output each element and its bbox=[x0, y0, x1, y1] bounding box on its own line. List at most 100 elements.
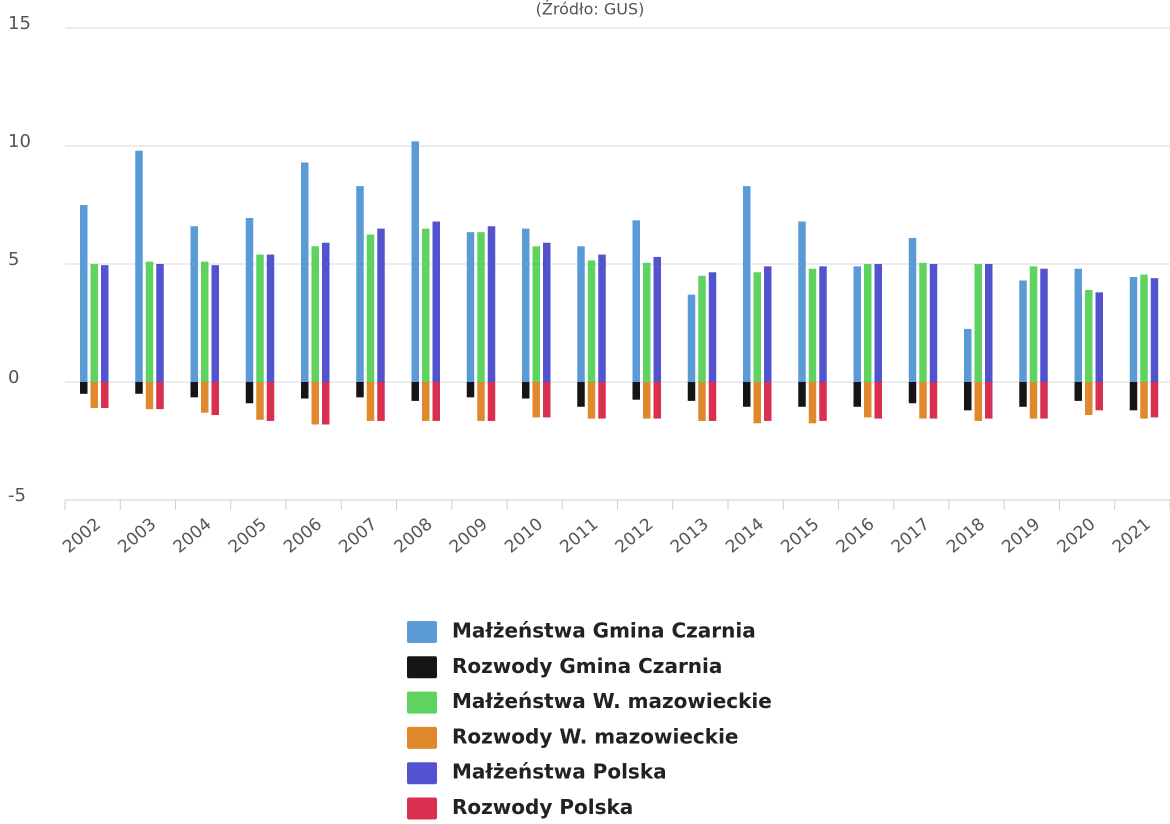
bar bbox=[190, 226, 198, 382]
bar bbox=[301, 162, 309, 382]
bar bbox=[653, 256, 661, 382]
bar bbox=[808, 382, 817, 424]
bar bbox=[145, 382, 154, 410]
bar bbox=[411, 141, 419, 382]
bar bbox=[1095, 382, 1103, 411]
chart-subtitle: (Źródło: GUS) bbox=[536, 0, 645, 19]
legend-swatch bbox=[407, 656, 437, 679]
bar bbox=[135, 382, 143, 394]
x-tick-label: 2012 bbox=[612, 514, 658, 557]
bar bbox=[1085, 382, 1093, 416]
bar bbox=[632, 220, 640, 382]
bar bbox=[1074, 382, 1082, 401]
bar bbox=[301, 382, 309, 399]
bar bbox=[135, 150, 143, 382]
bar bbox=[808, 268, 817, 382]
bar bbox=[266, 254, 275, 382]
bar bbox=[919, 382, 927, 419]
bar bbox=[687, 294, 696, 382]
bar bbox=[522, 382, 530, 399]
bar bbox=[211, 265, 219, 382]
bar bbox=[377, 382, 385, 421]
bar bbox=[477, 382, 485, 421]
x-tick-label: 2016 bbox=[833, 514, 879, 557]
bar bbox=[145, 261, 154, 382]
y-tick-label: 0 bbox=[8, 367, 19, 388]
bar bbox=[819, 382, 827, 421]
y-tick-label: 15 bbox=[8, 13, 31, 34]
bar bbox=[1129, 382, 1138, 411]
bar bbox=[80, 205, 88, 382]
bar bbox=[1019, 280, 1027, 382]
bar bbox=[964, 382, 972, 411]
y-tick-label: -5 bbox=[8, 485, 26, 506]
bar bbox=[466, 232, 475, 382]
bar bbox=[211, 382, 219, 416]
x-tick-label: 2007 bbox=[335, 514, 381, 557]
bar bbox=[743, 186, 751, 382]
bar bbox=[532, 246, 540, 382]
legend-label: Rozwody W. mazowieckie bbox=[452, 724, 739, 748]
bar bbox=[577, 382, 585, 407]
legend-label: Rozwody Polska bbox=[452, 795, 633, 819]
legend-swatch bbox=[407, 691, 437, 714]
legend-swatch bbox=[407, 726, 437, 749]
legend-label: Małżeństwa W. mazowieckie bbox=[452, 689, 772, 713]
bar bbox=[90, 264, 98, 382]
x-tick-label: 2020 bbox=[1054, 514, 1100, 557]
bar bbox=[366, 382, 375, 421]
x-tick-label: 2005 bbox=[225, 514, 271, 557]
x-tick-label: 2002 bbox=[59, 514, 105, 557]
bar bbox=[477, 232, 485, 382]
bar bbox=[466, 382, 475, 398]
bar bbox=[101, 265, 109, 382]
bar bbox=[201, 382, 209, 413]
x-tick-label: 2015 bbox=[777, 514, 823, 557]
bar bbox=[874, 264, 882, 382]
x-tick-label: 2008 bbox=[391, 514, 437, 557]
x-tick-label: 2013 bbox=[667, 514, 713, 557]
bar bbox=[156, 382, 164, 410]
y-tick-label: 5 bbox=[8, 249, 19, 270]
bar bbox=[819, 266, 827, 382]
bar bbox=[356, 382, 364, 398]
bar bbox=[964, 328, 972, 382]
bar bbox=[1085, 289, 1093, 382]
bar bbox=[543, 242, 551, 382]
bar bbox=[201, 261, 209, 382]
bar bbox=[919, 262, 927, 382]
bar bbox=[1029, 382, 1038, 419]
bar bbox=[256, 254, 264, 382]
legend-label: Małżeństwa Gmina Czarnia bbox=[452, 619, 756, 643]
bar bbox=[764, 266, 772, 382]
x-tick-label: 2010 bbox=[501, 514, 547, 557]
bar bbox=[1140, 382, 1148, 419]
bar bbox=[632, 382, 640, 400]
bar bbox=[708, 382, 717, 421]
bar bbox=[864, 264, 872, 382]
bar bbox=[432, 382, 440, 421]
y-tick-label: 10 bbox=[8, 131, 31, 152]
x-tick-label: 2009 bbox=[446, 514, 492, 557]
bar bbox=[266, 382, 275, 421]
bar bbox=[101, 382, 109, 408]
bar bbox=[322, 382, 330, 425]
bar bbox=[587, 260, 596, 382]
x-tick-label: 2018 bbox=[943, 514, 989, 557]
bar bbox=[985, 264, 993, 382]
bar bbox=[80, 382, 88, 394]
bar bbox=[764, 382, 772, 421]
x-tick-label: 2004 bbox=[170, 514, 216, 557]
legend-swatch bbox=[407, 797, 437, 820]
bar bbox=[753, 272, 761, 382]
bar bbox=[643, 382, 651, 419]
bar bbox=[311, 382, 319, 425]
bar bbox=[908, 382, 917, 404]
bar bbox=[1140, 274, 1148, 382]
legend-swatch bbox=[407, 762, 437, 785]
bar bbox=[377, 228, 385, 382]
x-tick-label: 2003 bbox=[114, 514, 160, 557]
x-tick-label: 2017 bbox=[888, 514, 934, 557]
bar bbox=[1040, 268, 1048, 382]
